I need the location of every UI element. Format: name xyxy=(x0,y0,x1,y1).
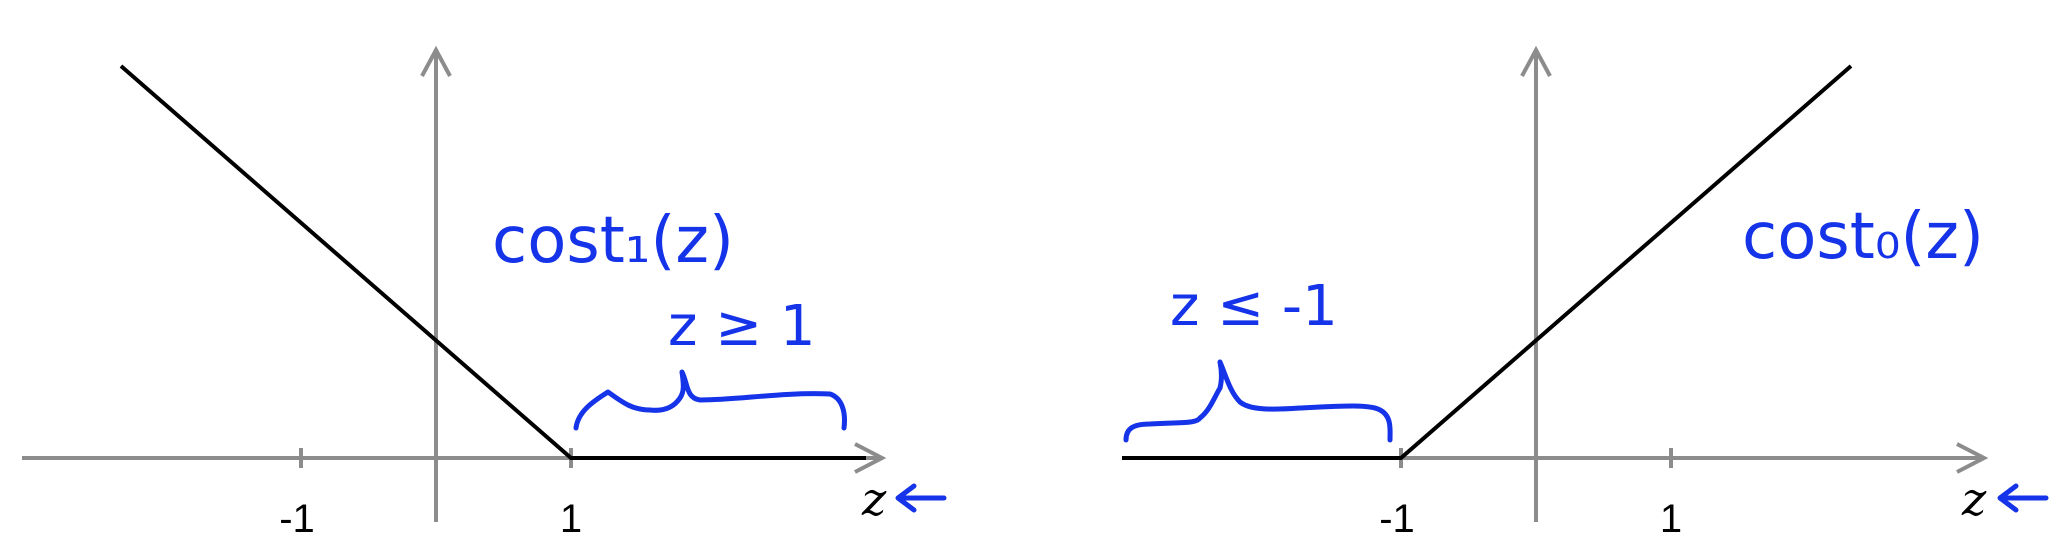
right-y-axis-arrowhead xyxy=(1520,45,1552,77)
left-tick-label-minus-1: -1 xyxy=(279,497,315,541)
right-tick-label-minus-1: -1 xyxy=(1379,497,1415,541)
left-cost-annotation: cost₁(z) xyxy=(492,204,734,278)
right-range-brace xyxy=(1123,359,1393,443)
left-x-axis-arrowhead xyxy=(854,442,887,474)
right-plot: -1 1 z cost₀(z) z ≤ -1 xyxy=(1122,45,2049,541)
right-tick-label-1: 1 xyxy=(1660,497,1682,541)
right-x-axis-label: z xyxy=(1961,472,1987,526)
right-x-axis-arrowhead xyxy=(1956,442,1989,474)
left-range-brace xyxy=(573,369,847,431)
left-range-annotation: z ≥ 1 xyxy=(668,294,816,359)
right-cost-annotation: cost₀(z) xyxy=(1742,200,1984,274)
left-tick-label-1: 1 xyxy=(560,497,582,541)
right-range-annotation: z ≤ -1 xyxy=(1170,274,1338,339)
left-y-axis-arrowhead xyxy=(420,45,452,77)
left-x-axis-label: z xyxy=(861,472,887,526)
right-z-arrow-icon xyxy=(1997,483,2049,513)
right-cost-curve xyxy=(1122,64,1853,460)
left-z-arrow-icon xyxy=(895,483,947,513)
left-plot: -1 1 z cost₁(z) z ≥ 1 xyxy=(22,45,947,541)
left-cost-curve xyxy=(119,64,866,460)
